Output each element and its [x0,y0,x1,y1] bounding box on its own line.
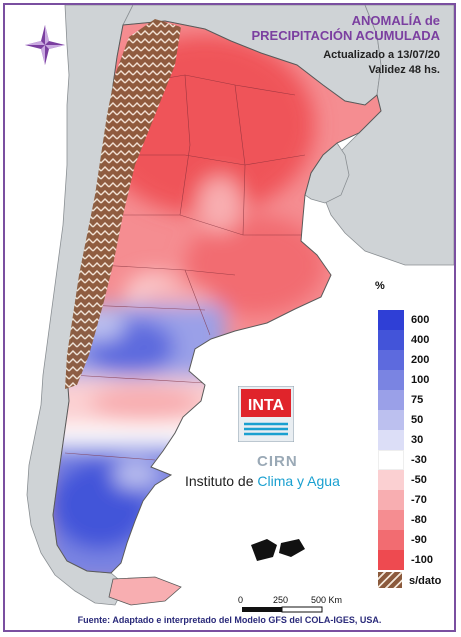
map-frame: ANOMALÍA de PRECIPITACIÓN ACUMULADA Actu… [3,3,456,632]
legend-swatch [378,490,404,510]
legend-swatch [378,430,404,450]
cirn-logo-text: CIRN [257,453,298,470]
map-title-line2: PRECIPITACIÓN ACUMULADA [251,28,441,43]
malvinas-islands [251,539,305,561]
legend-label: -50 [411,474,427,486]
legend-label: 50 [411,414,424,426]
legend-label: -90 [411,534,427,546]
legend-swatch [378,310,404,330]
legend-label: -30 [411,454,427,466]
institute-name: Instituto de Clima y Agua [185,473,340,489]
legend-label: -70 [411,494,427,506]
legend-label: 100 [411,374,430,386]
legend-swatch [378,330,404,350]
institute-prefix: Instituto de [185,473,258,489]
updated-date: Actualizado a 13/07/20 [323,49,440,61]
scale-bar [242,606,323,613]
legend-label: -80 [411,514,427,526]
legend-label: 30 [411,434,424,446]
legend-label: 400 [411,334,430,346]
legend-swatch [378,370,404,390]
scale-label-250: 250 [273,595,289,605]
legend-nodata-label: s/dato [409,575,442,587]
scale-label-500: 500 Km [311,595,343,605]
legend-label: 200 [411,354,430,366]
legend-swatch [378,410,404,430]
compass-rose-icon [25,25,65,65]
source-footer: Fuente: Adaptado e interpretado del Mode… [77,615,382,625]
legend-swatch [378,470,404,490]
legend-label: -100 [411,554,434,566]
institute-highlight: Clima y Agua [257,473,340,489]
legend-swatch [378,510,404,530]
tierra-del-fuego [108,576,182,606]
legend-label: 600 [411,314,430,326]
legend-label: 75 [411,394,424,406]
svg-text:INTA: INTA [248,397,285,414]
inta-logo: INTA [238,386,294,442]
legend-swatch [378,350,404,370]
legend-swatch [378,390,404,410]
map-title-line1: ANOMALÍA de [351,13,440,28]
scale-label-0: 0 [238,595,244,605]
validity-text: Validez 48 hs. [368,64,440,76]
nodata-andes-region [65,19,181,389]
legend-unit: % [375,280,385,292]
legend-nodata-swatch [378,572,402,588]
legend-swatch [378,530,404,550]
legend-swatch [378,450,404,470]
anomaly-map [5,5,454,630]
legend-swatch [378,550,404,570]
